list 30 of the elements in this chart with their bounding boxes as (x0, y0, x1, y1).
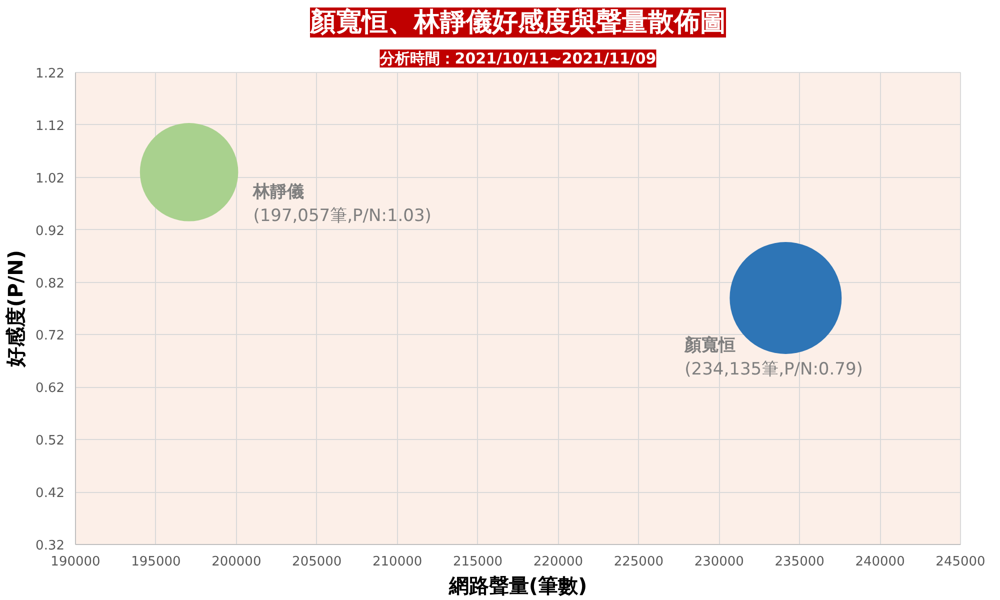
x-tick-label: 225000 (614, 554, 664, 570)
x-tick-label: 195000 (131, 554, 181, 570)
x-tick-label: 245000 (936, 554, 986, 570)
x-tick-label: 220000 (533, 554, 584, 570)
y-tick-label: 0.82 (36, 276, 65, 292)
x-tick-label: 210000 (372, 554, 422, 570)
y-tick-label: 1.22 (36, 66, 65, 82)
data-label: (234,135筆,P/N:0.79) (684, 360, 863, 380)
y-tick-label: 0.32 (36, 538, 65, 554)
y-tick-label: 0.72 (36, 328, 65, 344)
x-tick-label: 190000 (50, 554, 100, 570)
x-tick-label: 230000 (694, 554, 744, 570)
x-axis-title: 網路聲量(筆數) (448, 574, 588, 598)
x-tick-label: 235000 (774, 554, 824, 570)
y-tick-label: 0.92 (36, 224, 65, 239)
y-tick-label: 1.02 (36, 171, 65, 186)
series-label: 林靜儀 (252, 182, 304, 202)
series-label: 顏寬恒 (684, 336, 736, 356)
data-label: (197,057筆,P/N:1.03) (253, 206, 432, 226)
x-tick-label: 240000 (855, 554, 905, 570)
chart-title: 顏寬恒、林靜儀好感度與聲量散佈圖 (309, 8, 726, 38)
y-tick-label: 0.62 (36, 381, 65, 396)
y-tick-label: 0.42 (36, 486, 65, 502)
y-tick-label: 0.52 (36, 434, 65, 449)
y-tick-label: 1.12 (36, 118, 65, 134)
chart-subtitle: 分析時間：2021/10/11~2021/11/09 (378, 50, 656, 68)
x-tick-label: 215000 (452, 554, 503, 570)
x-tick-label: 200000 (212, 554, 262, 570)
y-axis-title: 好感度(P/N) (4, 250, 28, 368)
x-tick-label: 205000 (292, 554, 342, 570)
